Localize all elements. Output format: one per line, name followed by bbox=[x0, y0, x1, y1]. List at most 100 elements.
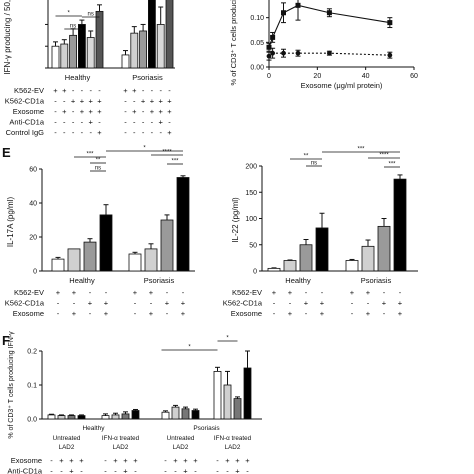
bar bbox=[315, 227, 329, 272]
panel-d-condition-mark: - bbox=[98, 118, 101, 127]
panel-d-condition-mark: + bbox=[62, 107, 67, 116]
bar bbox=[99, 214, 113, 272]
panel-d-condition-mark: - bbox=[89, 86, 92, 95]
panel-e-right-condition-mark: - bbox=[289, 299, 292, 308]
bar bbox=[128, 253, 142, 272]
data-point bbox=[387, 52, 393, 58]
panel-f-condition-mark: + bbox=[79, 456, 84, 465]
panel-e-right-condition-mark: - bbox=[351, 309, 354, 318]
panel-e-right-condition-mark: + bbox=[366, 309, 371, 318]
panel-f-condition-mark: + bbox=[113, 456, 118, 465]
panel-letter: E bbox=[2, 145, 11, 160]
data-point bbox=[266, 44, 272, 50]
panel-e-left-condition-mark: + bbox=[72, 309, 77, 318]
panel-e-left-condition-label: K562-EV bbox=[14, 288, 44, 297]
y-axis-label: IL-22 (pg/ml) bbox=[231, 197, 240, 243]
panel-e-right-condition-mark: + bbox=[320, 309, 325, 318]
panel-d-condition-mark: + bbox=[62, 86, 67, 95]
panel-d-condition-mark: + bbox=[80, 107, 85, 116]
panel-f-condition-mark: - bbox=[216, 456, 219, 465]
bar bbox=[283, 260, 297, 272]
panel-d-condition-mark: + bbox=[97, 97, 102, 106]
bar bbox=[60, 43, 69, 69]
panel-e-left-condition-mark: - bbox=[166, 309, 169, 318]
panel-d-condition-mark: + bbox=[89, 118, 94, 127]
bar bbox=[121, 413, 130, 420]
panel-d-condition-mark: - bbox=[89, 128, 92, 137]
y-tick-label: 0 bbox=[253, 269, 257, 276]
panel-f-condition-mark: - bbox=[60, 467, 63, 474]
panel-f-condition-mark: - bbox=[164, 456, 167, 465]
y-axis-label: % of CD3⁺ T cells producing IFN-γ bbox=[8, 331, 15, 439]
significance-bracket-label: ** bbox=[96, 158, 101, 164]
bar bbox=[83, 241, 97, 272]
panel-e-left-condition-mark: + bbox=[72, 288, 77, 297]
bar bbox=[191, 410, 200, 420]
data-point bbox=[327, 50, 332, 56]
panel-d-condition-label: Anti-CD1a bbox=[9, 118, 44, 127]
panel-d-condition-mark: + bbox=[97, 128, 102, 137]
panel-d-condition-mark: - bbox=[133, 118, 136, 127]
bar bbox=[213, 370, 222, 420]
panel-e-left-condition-mark: + bbox=[149, 288, 154, 297]
panel-d-condition-mark: - bbox=[63, 128, 66, 137]
panel-e-left-condition-mark: + bbox=[133, 288, 138, 297]
panel-d-condition-mark: - bbox=[159, 86, 162, 95]
panel-e-right-condition-mark: - bbox=[273, 309, 276, 318]
bar bbox=[156, 24, 165, 69]
panel-f-condition-mark: - bbox=[104, 467, 107, 474]
bar bbox=[130, 32, 139, 69]
panel-d-condition-mark: - bbox=[151, 86, 154, 95]
panel-d-condition-mark: - bbox=[142, 107, 145, 116]
panel-d-condition-mark: - bbox=[72, 128, 75, 137]
x-tick-label: 40 bbox=[362, 73, 370, 80]
panel-e-left-condition-mark: + bbox=[104, 299, 109, 308]
panel-d-condition-mark: + bbox=[80, 97, 85, 106]
bar bbox=[47, 414, 56, 420]
y-axis-label: % of CD3⁺ T cells producing IFN-γ bbox=[229, 0, 238, 85]
bar bbox=[160, 219, 174, 272]
panel-d-condition-mark: - bbox=[133, 128, 136, 137]
panel-e-right-condition-mark: - bbox=[321, 288, 324, 297]
bar bbox=[243, 367, 252, 420]
panel-d-condition-mark: - bbox=[142, 86, 145, 95]
panel-d-condition-mark: - bbox=[81, 86, 84, 95]
panel-e-left-condition-mark: - bbox=[134, 309, 137, 318]
data-point bbox=[295, 2, 301, 8]
panel-f-condition-mark: + bbox=[123, 456, 128, 465]
bar bbox=[51, 45, 60, 69]
x-tick-label: 60 bbox=[410, 73, 418, 80]
y-tick-label: 0.2 bbox=[27, 349, 37, 356]
panel-e-right-condition-mark: + bbox=[288, 288, 293, 297]
panel-f-condition-mark: + bbox=[183, 467, 188, 474]
panel-d-condition-mark: - bbox=[124, 97, 127, 106]
panel-f-condition-mark: + bbox=[183, 456, 188, 465]
panel-d-condition-mark: + bbox=[167, 97, 172, 106]
bar bbox=[86, 37, 95, 69]
bar bbox=[78, 24, 86, 69]
bar bbox=[67, 415, 76, 420]
data-point bbox=[295, 50, 301, 56]
panel-e-right-condition-mark: + bbox=[382, 299, 387, 308]
y-axis-label: IL-17A (pg/ml) bbox=[6, 197, 15, 248]
data-point bbox=[281, 50, 286, 56]
panel-d-condition-mark: + bbox=[97, 107, 102, 116]
data-point bbox=[270, 34, 276, 40]
panel-d-condition-mark: - bbox=[81, 118, 84, 127]
group-label: IFN-α treated bbox=[102, 435, 140, 442]
panel-d-condition-mark: - bbox=[54, 118, 57, 127]
significance-bracket-label: ns bbox=[95, 166, 101, 172]
panel-letter: F bbox=[2, 333, 10, 348]
bar bbox=[111, 414, 120, 420]
panel-d-condition-mark: - bbox=[72, 118, 75, 127]
panel-e-right-condition-mark: + bbox=[320, 299, 325, 308]
panel-d-condition-label: K562-EV bbox=[14, 86, 44, 95]
panel-d-condition-mark: + bbox=[167, 128, 172, 137]
panel-e-left-condition-mark: - bbox=[73, 299, 76, 308]
bar bbox=[77, 415, 86, 420]
panel-f-condition-mark: + bbox=[59, 456, 64, 465]
group-label: LAD2 bbox=[113, 444, 129, 451]
y-tick-label: 200 bbox=[245, 164, 257, 171]
panel-d-condition-mark: - bbox=[159, 128, 162, 137]
data-point bbox=[387, 20, 393, 26]
